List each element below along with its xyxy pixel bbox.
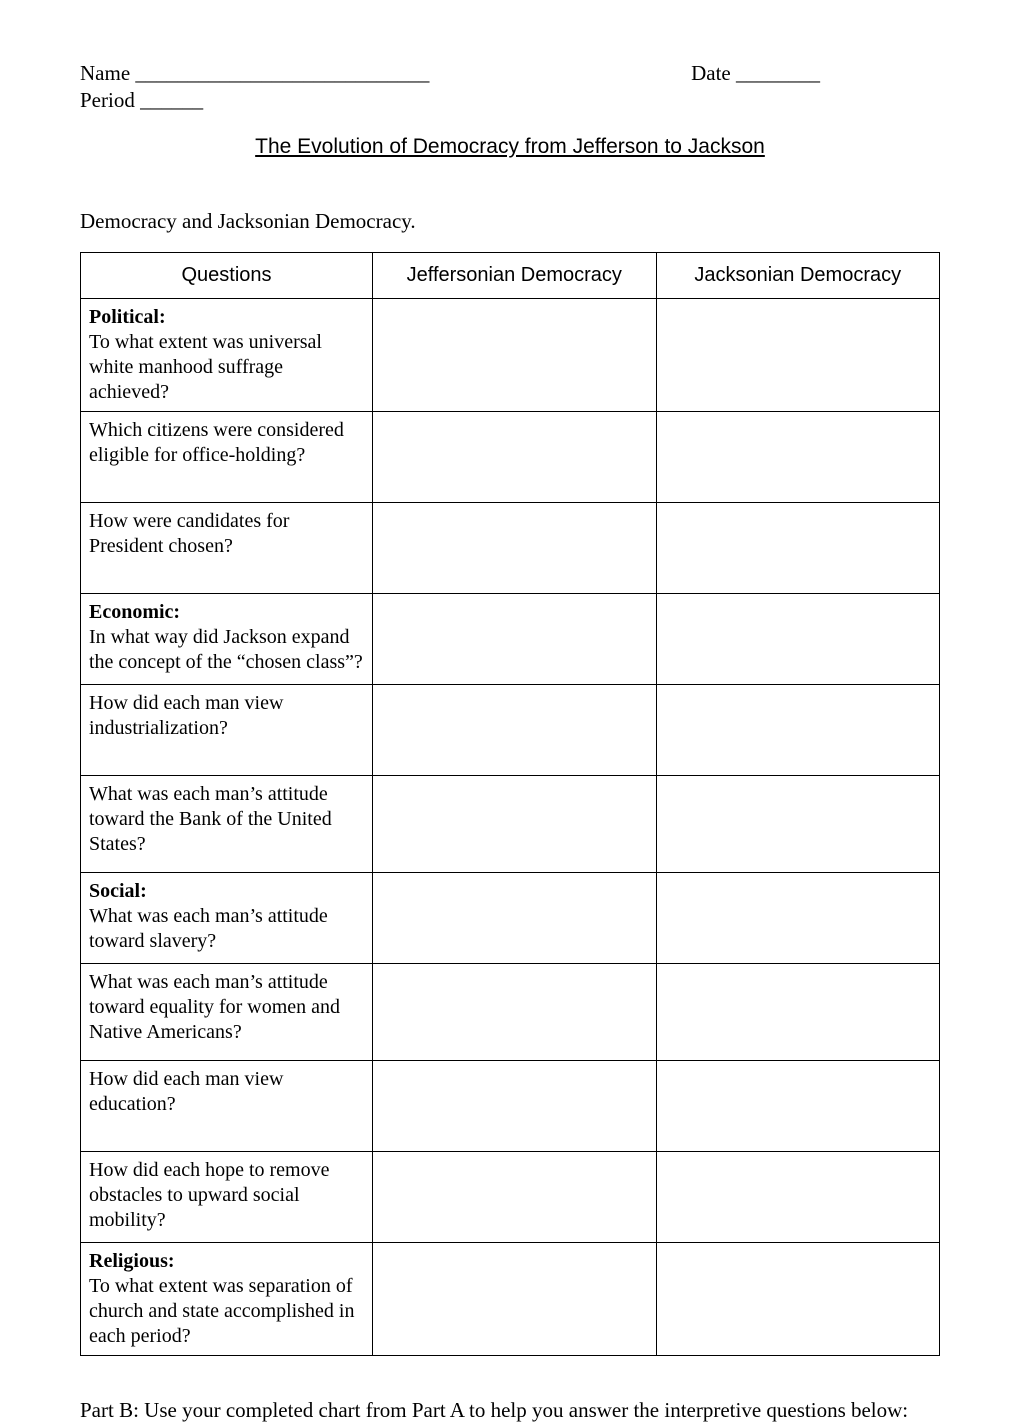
question-cell: How did each man view education? <box>81 1060 373 1151</box>
jeffersonian-cell <box>373 1060 656 1151</box>
jeffersonian-cell <box>373 298 656 411</box>
name-line: Name ____________________________ <box>80 60 429 87</box>
table-row: Economic: In what way did Jackson expand … <box>81 593 940 684</box>
comparison-table: Questions Jeffersonian Democracy Jackson… <box>80 252 940 1356</box>
jacksonian-cell <box>656 593 939 684</box>
jacksonian-cell <box>656 684 939 775</box>
jacksonian-cell <box>656 775 939 872</box>
jacksonian-cell <box>656 963 939 1060</box>
category-label: Economic: <box>89 601 180 623</box>
header-right: Date ________ <box>691 60 940 115</box>
jeffersonian-cell <box>373 593 656 684</box>
part-b-text: Part B: Use your completed chart from Pa… <box>80 1398 940 1423</box>
jacksonian-cell <box>656 872 939 963</box>
table-body: Political: To what extent was universal w… <box>81 298 940 1355</box>
category-label: Religious: <box>89 1250 175 1272</box>
jeffersonian-cell <box>373 1242 656 1355</box>
table-row: How did each hope to remove obstacles to… <box>81 1151 940 1242</box>
table-row: How did each man view industrialization? <box>81 684 940 775</box>
question-text: How were candidates for President chosen… <box>89 510 289 557</box>
jeffersonian-cell <box>373 872 656 963</box>
question-cell: Religious: To what extent was separation … <box>81 1242 373 1355</box>
question-text: How did each man view education? <box>89 1068 283 1115</box>
col-header-jeffersonian: Jeffersonian Democracy <box>373 252 656 298</box>
question-cell: Social: What was each man’s attitude towa… <box>81 872 373 963</box>
jacksonian-cell <box>656 1151 939 1242</box>
header-row: Name ____________________________ Period… <box>80 60 940 115</box>
table-row: What was each man’s attitude toward equa… <box>81 963 940 1060</box>
question-cell: What was each man’s attitude toward the … <box>81 775 373 872</box>
jacksonian-cell <box>656 298 939 411</box>
category-label: Social: <box>89 880 147 902</box>
question-text: What was each man’s attitude toward equa… <box>89 971 340 1043</box>
question-cell: Economic: In what way did Jackson expand … <box>81 593 373 684</box>
jeffersonian-cell <box>373 502 656 593</box>
question-text: To what extent was separation of church … <box>89 1275 354 1347</box>
header-left: Name ____________________________ Period… <box>80 60 429 115</box>
question-cell: Which citizens were considered eligible … <box>81 411 373 502</box>
period-line: Period ______ <box>80 87 429 114</box>
date-line: Date ________ <box>691 60 820 87</box>
question-cell: How were candidates for President chosen… <box>81 502 373 593</box>
question-cell: How did each hope to remove obstacles to… <box>81 1151 373 1242</box>
jacksonian-cell <box>656 502 939 593</box>
jacksonian-cell <box>656 1242 939 1355</box>
page: Name ____________________________ Period… <box>0 0 1020 1320</box>
table-row: How did each man view education? <box>81 1060 940 1151</box>
jacksonian-cell <box>656 1060 939 1151</box>
question-text: How did each hope to remove obstacles to… <box>89 1159 329 1231</box>
table-row: Political: To what extent was universal w… <box>81 298 940 411</box>
category-label: Political: <box>89 306 166 328</box>
jeffersonian-cell <box>373 963 656 1060</box>
jeffersonian-cell <box>373 684 656 775</box>
question-text: To what extent was universal white manho… <box>89 331 322 403</box>
table-row: How were candidates for President chosen… <box>81 502 940 593</box>
question-text: What was each man’s attitude toward the … <box>89 783 332 855</box>
question-cell: Political: To what extent was universal w… <box>81 298 373 411</box>
col-header-questions: Questions <box>81 252 373 298</box>
table-row: Religious: To what extent was separation … <box>81 1242 940 1355</box>
table-row: What was each man’s attitude toward the … <box>81 775 940 872</box>
jeffersonian-cell <box>373 775 656 872</box>
subtitle: Democracy and Jacksonian Democracy. <box>80 209 940 234</box>
question-cell: How did each man view industrialization? <box>81 684 373 775</box>
question-text: Which citizens were considered eligible … <box>89 419 344 466</box>
question-text: What was each man’s attitude toward slav… <box>89 905 328 952</box>
table-row: Which citizens were considered eligible … <box>81 411 940 502</box>
jeffersonian-cell <box>373 411 656 502</box>
question-cell: What was each man’s attitude toward equa… <box>81 963 373 1060</box>
table-row: Social: What was each man’s attitude towa… <box>81 872 940 963</box>
page-title: The Evolution of Democracy from Jefferso… <box>80 135 940 159</box>
jeffersonian-cell <box>373 1151 656 1242</box>
question-text: In what way did Jackson expand the conce… <box>89 626 363 673</box>
jacksonian-cell <box>656 411 939 502</box>
col-header-jacksonian: Jacksonian Democracy <box>656 252 939 298</box>
question-text: How did each man view industrialization? <box>89 692 283 739</box>
table-header-row: Questions Jeffersonian Democracy Jackson… <box>81 252 940 298</box>
